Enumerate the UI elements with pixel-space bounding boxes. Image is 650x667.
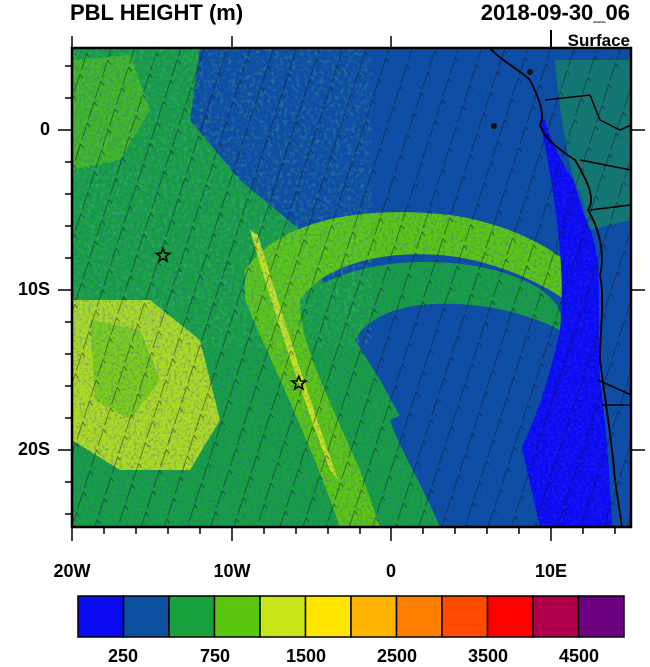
colorbar-swatch — [350, 595, 398, 638]
colorbar-swatch — [577, 595, 625, 638]
x-tick-label: 20W — [53, 561, 91, 581]
star-marker-1 — [154, 246, 172, 263]
colorbar-label: 4500 — [558, 646, 600, 666]
y-tick-label: 0 — [39, 119, 50, 139]
colorbar-swatch — [441, 595, 489, 638]
plot-title: PBL HEIGHT (m) — [70, 0, 244, 25]
colorbar-swatch — [532, 595, 580, 638]
colorbar-label: 750 — [199, 646, 231, 666]
colorbar-label: 3500 — [467, 646, 509, 666]
colorbar-label: 2500 — [376, 646, 418, 666]
map-frame — [70, 46, 633, 529]
pbl-field — [72, 48, 631, 527]
colorbar-swatch — [395, 595, 443, 638]
colorbar-swatch — [304, 595, 352, 638]
x-tick-label: 0 — [385, 561, 396, 581]
colorbar-label: 250 — [107, 646, 139, 666]
colorbar-swatch — [77, 595, 125, 638]
colorbar-swatch — [122, 595, 170, 638]
x-tick-label: 10E — [534, 561, 568, 581]
colorbar-swatch — [259, 595, 307, 638]
level-label: Surface — [567, 31, 630, 50]
colorbar-swatch — [213, 595, 261, 638]
colorbar-swatch — [486, 595, 534, 638]
colorbar-swatch — [168, 595, 216, 638]
x-tick-label: 10W — [213, 561, 251, 581]
y-tick-label: 20S — [17, 439, 50, 459]
timestamp-label: 2018-09-30_06 — [480, 0, 630, 25]
star-marker-2 — [289, 374, 308, 391]
axis-ticks — [58, 36, 645, 541]
site-markers — [154, 246, 308, 391]
colorbar-label: 1500 — [285, 646, 327, 666]
colorbar — [77, 595, 625, 638]
y-tick-label: 10S — [17, 279, 50, 299]
